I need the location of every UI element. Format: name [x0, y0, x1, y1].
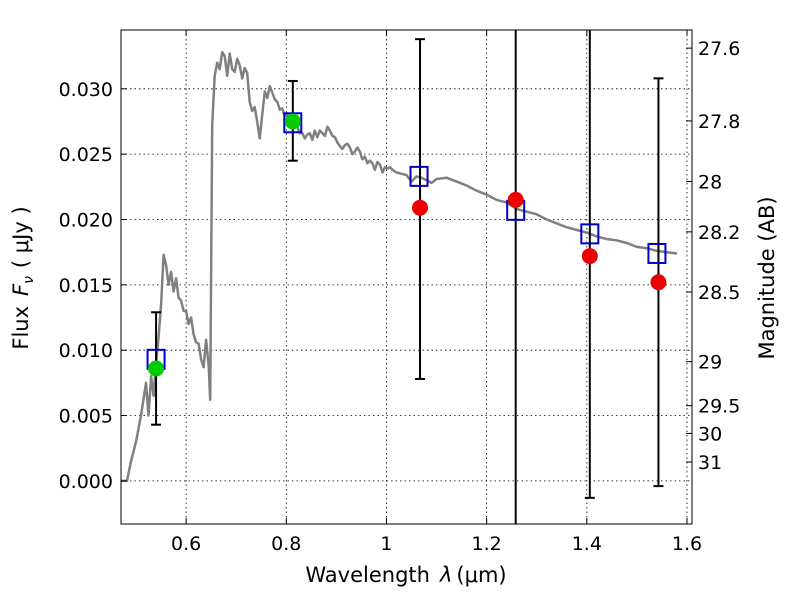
- plot-frame: [120, 29, 693, 525]
- model-bandpass-square: [580, 223, 600, 245]
- model-bandpass-square: [647, 242, 667, 264]
- upper-limits-point: [412, 199, 429, 216]
- y-tick-label: 0.005: [59, 406, 113, 428]
- y-tick-label: 0.030: [59, 79, 113, 101]
- x-tick-label: 1.4: [572, 533, 602, 555]
- model-bandpass-square: [409, 165, 429, 187]
- x-axis-label: Wavelength λ (μm): [305, 563, 506, 587]
- magnitude-tick-label: 29: [698, 352, 722, 374]
- magnitude-tick-label: 28: [698, 171, 722, 193]
- x-tick-label: 0.8: [271, 533, 301, 555]
- y-tick-label: 0.020: [59, 209, 113, 231]
- magnitude-tick-label: 31: [698, 452, 722, 474]
- x-tick-label: 1: [380, 533, 392, 555]
- y-tick-label: 0.015: [59, 275, 113, 297]
- x-tick-label: 0.6: [171, 533, 201, 555]
- model-bandpass-square: [283, 112, 303, 134]
- y-tick-label: 0.010: [59, 340, 113, 362]
- axis-ticks: 0.6 0.8 1 1.2 1.4 1.6 0.000 0.005 0.010 0.015 0.02…: [59, 30, 740, 555]
- x-tick-label: 1.2: [472, 533, 502, 555]
- upper-limits-point: [581, 248, 598, 265]
- magnitude-tick-label: 30: [698, 423, 722, 445]
- y-axis-label: FluxFν( μJy ): [9, 206, 37, 349]
- y-tick-label: 0.000: [59, 471, 113, 493]
- detections-point: [148, 360, 165, 377]
- magnitude-tick-label: 28.2: [698, 222, 740, 244]
- plot-area: [121, 30, 678, 524]
- magnitude-tick-label: 28.5: [698, 282, 740, 304]
- magnitude-tick-label: 27.6: [698, 38, 740, 60]
- upper-limits-point: [650, 274, 667, 291]
- magnitude-tick-label: 27.8: [698, 111, 740, 133]
- upper-limits-point: [507, 191, 524, 208]
- model-spectrum-line: [121, 50, 678, 483]
- magnitude-tick-label: 29.5: [698, 396, 740, 418]
- y2-axis-label: Magnitude (AB): [755, 196, 779, 359]
- detections-point: [284, 113, 301, 130]
- x-tick-label: 1.6: [672, 533, 702, 555]
- y-tick-label: 0.025: [59, 144, 113, 166]
